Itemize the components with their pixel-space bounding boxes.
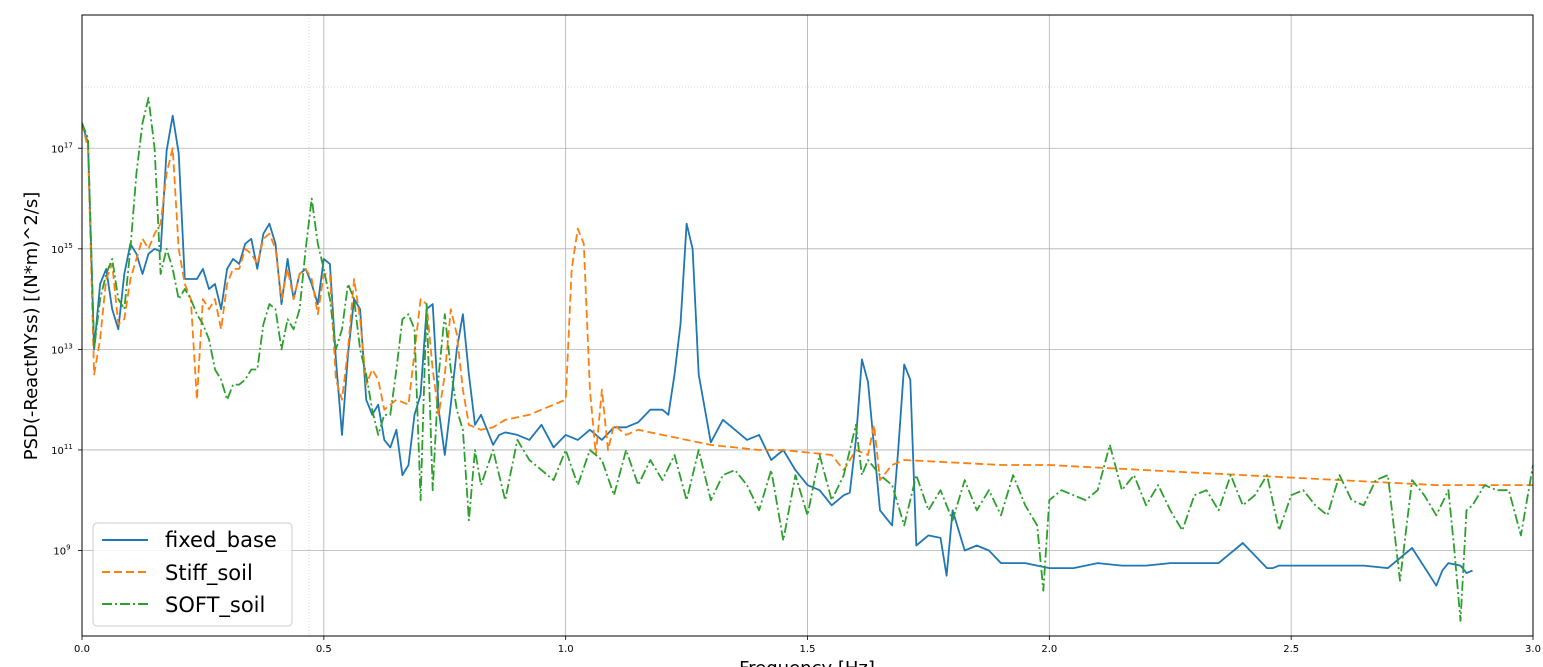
x-tick-label: 2.5 [1283,644,1299,655]
x-tick-label: 2.0 [1041,644,1057,655]
x-tick-label: 1.5 [800,644,816,655]
legend: fixed_base Stiff_soil SOFT_soil [92,522,293,627]
x-tick-label: 0.0 [74,644,90,655]
series-layer [82,97,1533,622]
y-tick-label: 109 [53,544,70,558]
y-tick-label: 1015 [51,242,73,256]
x-tick-label: 0.5 [316,644,332,655]
y-tick-label: 1013 [51,342,73,356]
x-tick-label: 3.0 [1525,644,1541,655]
y-axis-ticks: 109 1011 1013 1015 1017 [51,141,82,558]
grid-lines [81,15,1534,636]
y-axis-label: PSD(-ReactMYss) [(N*m)^2/s] [21,192,42,461]
x-axis-label: Frequency [Hz] [739,658,875,667]
legend-label-soft-soil: SOFT_soil [165,593,265,618]
series-line-soft-soil [82,97,1533,622]
legend-box [92,522,293,627]
legend-label-stiff-soil: Stiff_soil [165,561,253,586]
y-tick-label: 1017 [51,141,73,155]
series-line-fixed-base [82,114,1473,587]
x-tick-label: 1.0 [558,644,574,655]
x-axis-ticks: 0.0 0.5 1.0 1.5 2.0 2.5 3.0 [74,636,1541,655]
legend-label-fixed-base: fixed_base [165,528,277,553]
y-tick-label: 1011 [51,443,73,457]
minor-grid-lines [82,15,1533,636]
